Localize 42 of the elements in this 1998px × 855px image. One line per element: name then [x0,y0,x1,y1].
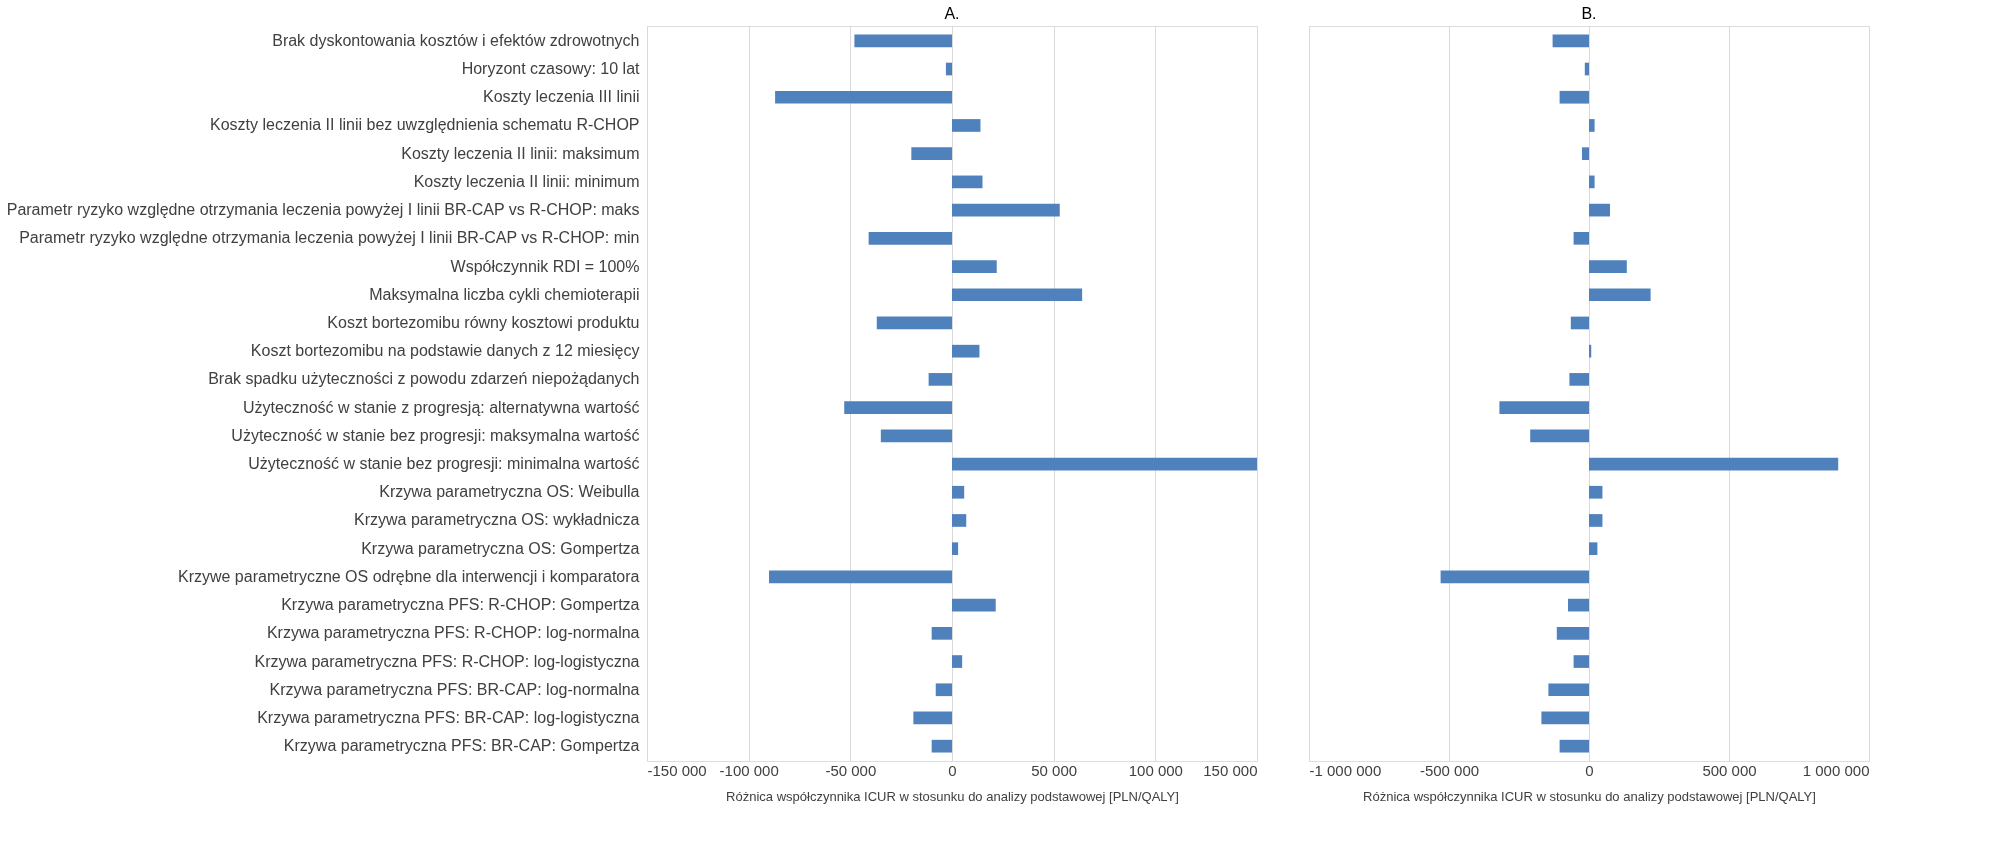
y-tick-label: Koszt bortezomibu równy kosztowi produktu [327,313,640,331]
x-tick-label: 1 000 000 [1802,761,1870,779]
y-tick-label: Krzywe parametryczne OS odrębne dla interwencji i komparatora [177,567,640,585]
y-tick-label: Koszty leczenia II linii: minimum [413,172,640,190]
y-tick-label: Użyteczność w stanie bez progresji: minimalna wartość [248,455,640,473]
y-tick-label: Użyteczność w stanie bez progresji: maksymalna wartość [231,426,640,444]
y-tick-label: Krzywa parametryczna OS: Gompertza [361,539,640,557]
y-tick-label: Maksymalna liczba cykli chemioterapii [369,285,640,303]
y-tick-label: Krzywa parametryczna OS: wykładnicza [354,511,640,529]
x-tick-label: -500 000 [1419,761,1480,779]
y-tick-label: Horyzont czasowy: 10 lat [461,60,641,78]
x-tick-label: -1 000 000 [1309,761,1382,779]
y-tick-label: Koszt bortezomibu na podstawie danych z 12 miesięcy [250,342,640,360]
chart-title: B. [1581,5,1597,22]
x-axis-title: Różnica współczynnika ICUR w stosunku do analizy podstawowej [PLN/QALY] [726,788,1179,804]
x-tick-label: -150 000 [647,761,707,779]
y-tick-label: Krzywa parametryczna PFS: BR-CAP: Gompertza [283,737,640,755]
x-tick-label: 150 000 [1203,761,1258,779]
y-tick-label: Brak dyskontowania kosztów i efektów zdrowotnych [272,31,640,49]
x-tick-label: 0 [948,761,957,779]
y-tick-label: Parametr ryzyko względne otrzymania leczenia powyżej I linii BR-CAP vs R-CHOP: maks [6,201,640,219]
y-tick-label: Krzywa parametryczna PFS: BR-CAP: log-normalna [269,680,640,698]
y-tick-label: Użyteczność w stanie z progresją: alternatywna wartość [242,398,640,416]
y-tick-label: Krzywa parametryczna OS: Weibulla [379,483,640,501]
x-axis-title: Różnica współczynnika ICUR w stosunku do analizy podstawowej [PLN/QALY] [1363,788,1816,804]
y-tick-label: Koszty leczenia II linii bez uwzględnienia schematu R-CHOP [209,116,640,134]
x-tick-label: 500 000 [1702,761,1757,779]
x-tick-label: -50 000 [825,761,877,779]
x-tick-label: 50 000 [1031,761,1078,779]
y-tick-label: Współczynnik RDI = 100% [450,257,640,275]
y-tick-label: Krzywa parametryczna PFS: BR-CAP: log-logistyczna [257,708,640,726]
y-tick-label: Brak spadku użyteczności z powodu zdarzeń niepożądanych [208,370,640,388]
y-tick-label: Parametr ryzyko względne otrzymania leczenia powyżej I linii BR-CAP vs R-CHOP: min [19,229,640,247]
x-tick-label: -100 000 [719,761,779,779]
y-tick-label: Krzywa parametryczna PFS: R-CHOP: log-logistyczna [254,652,640,670]
y-tick-label: Krzywa parametryczna PFS: R-CHOP: Gompertza [281,596,640,614]
x-tick-label: 100 000 [1128,761,1183,779]
chart-title: A. [944,5,960,22]
y-tick-label: Koszty leczenia III linii [482,88,640,106]
x-tick-label: 0 [1585,761,1594,779]
y-tick-label: Krzywa parametryczna PFS: R-CHOP: log-normalna [266,624,640,642]
y-tick-label: Koszty leczenia II linii: maksimum [401,144,640,162]
